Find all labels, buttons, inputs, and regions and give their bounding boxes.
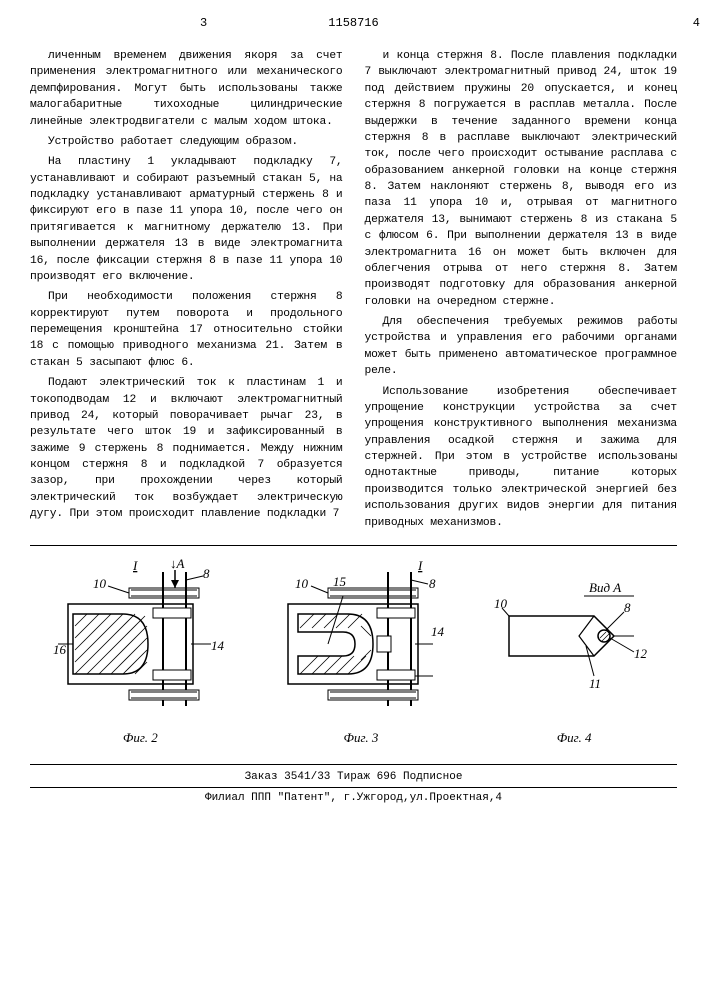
left-column: личенным временем движения якоря за счет… (30, 48, 343, 535)
label-10: 10 (93, 576, 107, 591)
label-12: 12 (634, 646, 648, 661)
figure-4: Вид A 10 8 12 (494, 576, 654, 746)
page-num-left: 3 (200, 16, 207, 30)
figure-caption: Фиг. 4 (557, 730, 592, 745)
para: Устройство работает следующим образом. (30, 134, 343, 150)
footer-order-line: Заказ 3541/33 Тираж 696 Подписное (30, 771, 677, 783)
para: Подают электрический ток к пластинам 1 и… (30, 375, 343, 522)
label-14: 14 (211, 638, 225, 653)
label-10: 10 (494, 596, 508, 611)
figure-caption: Фиг. 2 (123, 730, 158, 745)
label-14: 14 (431, 624, 445, 639)
page-num-right: 4 (693, 16, 700, 30)
label-8: 8 (203, 566, 210, 581)
label-15: 15 (333, 574, 347, 589)
figure-2: ↓A I (53, 556, 228, 746)
label-10: 10 (295, 576, 309, 591)
footer: Заказ 3541/33 Тираж 696 Подписное Филиал… (30, 764, 677, 804)
text-columns: личенным временем движения якоря за счет… (30, 48, 677, 535)
para: На пластину 1 укладывают подкладку 7, ус… (30, 154, 343, 285)
label-11: 11 (589, 676, 601, 691)
section-i-label: I (132, 558, 138, 573)
para: При необходимости положения стержня 8 ко… (30, 289, 343, 371)
section-i-label: I (417, 558, 423, 573)
view-a-title: Вид A (589, 580, 621, 595)
para: Для обеспечения требуемых режимов работы… (365, 314, 678, 380)
para: и конца стержня 8. После плавления подкл… (365, 48, 678, 310)
para: личенным временем движения якоря за счет… (30, 48, 343, 130)
label-8: 8 (429, 576, 436, 591)
figure-3: I (273, 556, 448, 746)
figures-row: ↓A I (30, 545, 677, 746)
figure-caption: Фиг. 3 (344, 730, 379, 745)
label-8: 8 (624, 600, 631, 615)
arrow-a-label: ↓A (170, 556, 185, 571)
footer-address-line: Филиал ППП "Патент", г.Ужгород,ул.Проект… (30, 787, 677, 804)
right-column: и конца стержня 8. После плавления подкл… (365, 48, 678, 535)
label-16: 16 (53, 642, 67, 657)
para: Использование изобретения обеспечивает у… (365, 384, 678, 531)
